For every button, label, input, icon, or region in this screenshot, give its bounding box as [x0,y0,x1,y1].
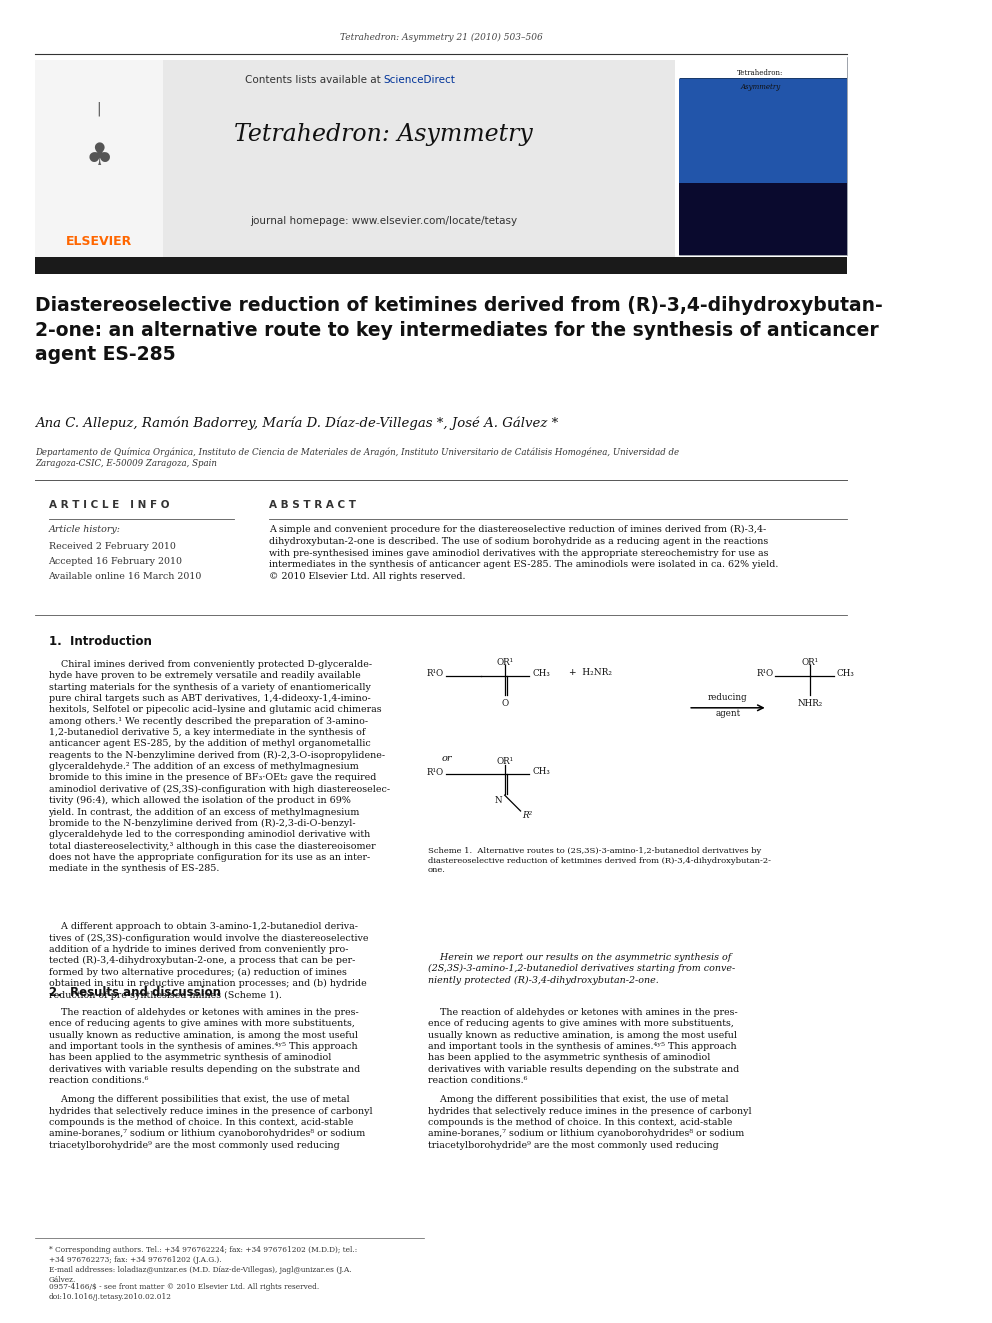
Text: CH₃: CH₃ [836,669,854,677]
Text: journal homepage: www.elsevier.com/locate/tetasy: journal homepage: www.elsevier.com/locat… [250,216,518,226]
Text: N: N [495,796,502,806]
Text: |: | [96,102,101,115]
Text: Asymmetry: Asymmetry [740,83,781,91]
Text: R¹O: R¹O [757,669,774,677]
Text: O: O [501,699,508,708]
Bar [428,620,847,843]
Text: Scheme 1.  Alternative routes to (2S,3S)-3-amino-1,2-butanediol derivatives by
d: Scheme 1. Alternative routes to (2S,3S)-… [428,847,771,875]
Text: 2.  Results and discussion: 2. Results and discussion [49,986,220,999]
Text: ELSEVIER: ELSEVIER [65,235,132,249]
Text: NHR₂: NHR₂ [798,699,822,708]
Text: Tetrahedron:: Tetrahedron: [737,69,784,77]
Bar [36,60,675,258]
Text: reducing: reducing [708,693,748,703]
Text: R²: R² [523,811,533,820]
Text: CH₃: CH₃ [532,767,550,775]
Text: * Corresponding authors. Tel.: +34 976762224; fax: +34 976761202 (M.D.D); tel.:
: * Corresponding authors. Tel.: +34 97676… [49,1246,357,1283]
Text: R¹O: R¹O [427,669,443,677]
Text: Among the different possibilities that exist, the use of metal
hydrides that sel: Among the different possibilities that e… [49,1095,372,1150]
Text: 1.  Introduction: 1. Introduction [49,635,152,648]
Text: Accepted 16 February 2010: Accepted 16 February 2010 [49,557,183,566]
Text: The reaction of aldehydes or ketones with amines in the pres-
ence of reducing a: The reaction of aldehydes or ketones wit… [49,1008,360,1085]
Bar [680,183,847,255]
Text: Ana C. Allepuz, Ramón Badorrey, María D. Díaz-de-Villegas *, José A. Gálvez *: Ana C. Allepuz, Ramón Badorrey, María D.… [36,417,558,430]
Text: Available online 16 March 2010: Available online 16 March 2010 [49,572,202,581]
Text: A simple and convenient procedure for the diastereoselective reduction of imines: A simple and convenient procedure for th… [269,525,779,581]
Bar [680,57,847,255]
Text: A B S T R A C T: A B S T R A C T [269,500,356,511]
Text: Among the different possibilities that exist, the use of metal
hydrides that sel: Among the different possibilities that e… [428,1095,752,1150]
Text: Tetrahedron: ​Asymmetry: Tetrahedron: ​Asymmetry [234,123,533,146]
Text: +  H₂NR₂: + H₂NR₂ [569,668,612,676]
Text: Article history:: Article history: [49,525,120,534]
Bar [36,257,847,274]
Text: 0957-4166/$ - see front matter © 2010 Elsevier Ltd. All rights reserved.
doi:10.: 0957-4166/$ - see front matter © 2010 El… [49,1283,318,1301]
Text: or: or [441,754,451,763]
Text: agent: agent [715,709,740,718]
Text: The reaction of aldehydes or ketones with amines in the pres-
ence of reducing a: The reaction of aldehydes or ketones wit… [428,1008,739,1085]
Text: A different approach to obtain 3-amino-1,2-butanediol deriva-
tives of (2S,3S)-c: A different approach to obtain 3-amino-1… [49,922,368,1000]
Text: A R T I C L E   I N F O: A R T I C L E I N F O [49,500,169,511]
Text: Diastereoselective reduction of ketimines derived from (R)-3,4-dihydroxybutan-
2: Diastereoselective reduction of ketimine… [36,296,883,364]
Text: Contents lists available at: Contents lists available at [245,75,384,86]
Text: R¹O: R¹O [427,769,443,777]
Text: OR¹: OR¹ [802,658,818,667]
Text: ♣: ♣ [85,142,112,171]
Bar [680,45,847,78]
Text: Departamento de Química Orgánica, Instituto de Ciencia de Materiales de Aragón, : Departamento de Química Orgánica, Instit… [36,447,680,468]
Bar [680,79,847,183]
Text: OR¹: OR¹ [496,757,513,766]
Text: Received 2 February 2010: Received 2 February 2010 [49,542,176,552]
Bar [36,60,164,258]
Text: OR¹: OR¹ [496,658,513,667]
Text: Chiral imines derived from conveniently protected D-glyceralde-
hyde have proven: Chiral imines derived from conveniently … [49,660,390,873]
Text: CH₃: CH₃ [532,669,550,677]
Text: ScienceDirect: ScienceDirect [384,75,455,86]
Text: Tetrahedron: Asymmetry 21 (2010) 503–506: Tetrahedron: Asymmetry 21 (2010) 503–506 [340,33,543,42]
Text: Herein we report our results on the asymmetric synthesis of
(2S,3S)-3-amino-1,2-: Herein we report our results on the asym… [428,953,735,984]
